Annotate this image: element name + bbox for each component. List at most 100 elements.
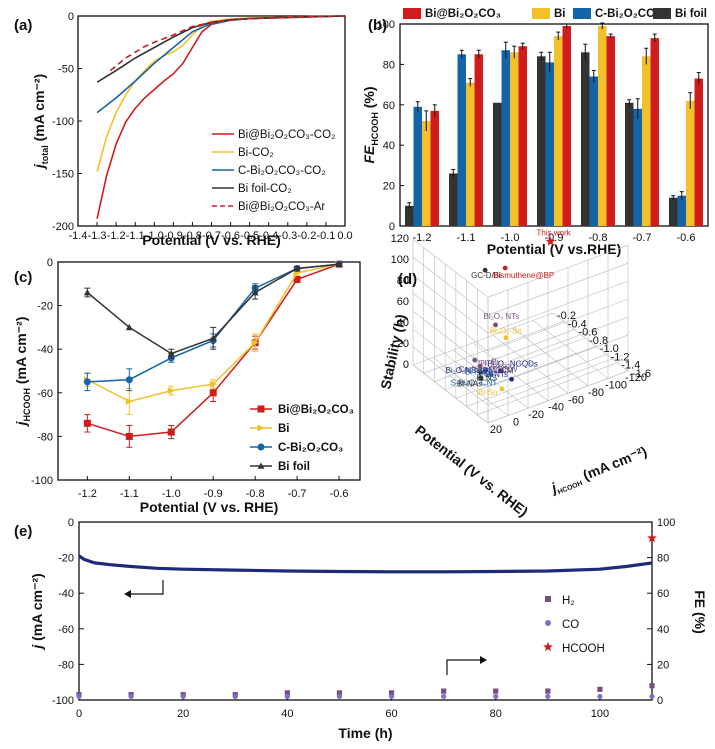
data-point <box>83 378 91 386</box>
y-tick-label: 80 <box>383 59 395 71</box>
data-point <box>597 686 603 692</box>
arrow-right-head <box>480 656 487 664</box>
x-axis-title: Potential (V vs. RHE) <box>140 499 278 515</box>
bar <box>422 120 431 226</box>
bar <box>510 52 519 226</box>
y-tick-label: -50 <box>58 64 74 76</box>
point-label: Bismuthene@BP <box>493 271 554 280</box>
bar <box>449 173 458 226</box>
y2-axis-title: FE (%) <box>692 590 708 634</box>
x-tick-label: -1.2 <box>107 230 126 242</box>
panel-label: (e) <box>14 523 32 540</box>
legend-label: HCOOH <box>562 643 605 655</box>
current-trace <box>78 554 653 574</box>
grid-line <box>412 274 489 334</box>
grid-line <box>412 238 489 298</box>
series-line <box>96 15 346 172</box>
y-tick-label: -100 <box>31 475 53 487</box>
data-point <box>493 688 499 694</box>
legend-label: Bi@Bi₂O₂CO₃ <box>278 404 354 416</box>
y-tick-label: -60 <box>568 394 584 406</box>
y-tick-label: -20 <box>58 553 74 565</box>
grid-line <box>466 354 607 407</box>
point-label: Bi₂O₃ NTs <box>484 312 520 321</box>
grid-line <box>434 329 575 382</box>
data-point <box>478 369 483 375</box>
data-point <box>284 693 290 700</box>
data-point <box>597 693 603 700</box>
x-tick-label: -0.1 <box>316 230 335 242</box>
legend-label: C-Bi₂O₂CO₃-CO₂ <box>238 165 326 177</box>
bar <box>686 100 695 226</box>
data-point <box>545 688 551 694</box>
y2-tick-label: 100 <box>657 517 675 529</box>
grid-line <box>512 327 589 387</box>
series-line <box>96 15 346 83</box>
y-tick-label: -100 <box>605 379 627 391</box>
bar <box>493 102 502 226</box>
x-tick-label: -0.5 <box>240 230 259 242</box>
grid-line <box>412 256 489 316</box>
data-point <box>209 389 217 397</box>
panel-label: (d) <box>398 271 417 288</box>
y2-tick-label: 80 <box>657 553 669 565</box>
data-point <box>83 419 91 427</box>
data-point <box>493 693 499 700</box>
bar <box>545 62 554 226</box>
y-tick-label: -60 <box>37 388 53 400</box>
bar <box>518 46 527 226</box>
bar <box>474 54 483 226</box>
point-label: Bi₂O₃-NGQDs <box>488 360 538 369</box>
series-line <box>96 15 346 114</box>
x-tick-label: -0.4 <box>568 318 587 330</box>
grid-line <box>432 357 509 416</box>
y2-tick-label: 0 <box>657 695 663 707</box>
legend-swatch <box>653 8 671 19</box>
data-point <box>493 322 498 328</box>
data-point <box>488 372 494 378</box>
x-tick-label: -0.9 <box>204 488 223 500</box>
data-point <box>503 335 509 341</box>
grid-line <box>492 335 569 394</box>
y2-tick-label: 20 <box>657 659 669 671</box>
x-tick-label: -1.1 <box>126 230 145 242</box>
bar <box>562 26 571 226</box>
data-point <box>76 693 82 700</box>
x-tick-label: 0 <box>76 708 82 720</box>
y-tick-label: 0 <box>513 417 519 429</box>
grid-line <box>487 262 629 316</box>
grid-line <box>472 342 549 401</box>
x-tick-label: -0.6 <box>578 327 597 339</box>
x-tick-label: -1.4 <box>69 230 88 242</box>
x-tick-label: -1.0 <box>162 488 181 500</box>
data-point <box>649 693 655 700</box>
y-tick-label: 20 <box>383 181 395 193</box>
point-label: GC-D/Bi <box>471 271 501 280</box>
x-tick-label: -0.3 <box>278 230 297 242</box>
grid-line <box>455 345 596 399</box>
x-tick-label: -1.0 <box>501 232 520 244</box>
y-tick-label: -80 <box>58 659 74 671</box>
x-tick-label: -1.1 <box>120 488 139 500</box>
legend-marker <box>257 443 265 451</box>
legend-swatch <box>403 8 421 19</box>
data-point <box>335 260 343 267</box>
grid-line <box>412 364 489 424</box>
grid-line <box>487 280 629 334</box>
y-tick-label: -100 <box>52 695 74 707</box>
z-tick-label: 60 <box>397 296 409 308</box>
data-point <box>293 275 301 283</box>
panel-a: -1.4 -1.3 -1.2 -1.1 -1.0 -0.9 -0.8 -0.7 -0.6 -0.5… <box>14 11 353 248</box>
grid-line <box>487 370 629 424</box>
y-axis-title: j (mA cm⁻²) <box>29 573 45 650</box>
legend-marker <box>545 596 551 602</box>
bar <box>606 36 615 227</box>
z-tick-label: 80 <box>397 275 409 287</box>
grid-line <box>412 312 554 366</box>
grid-line <box>477 362 618 415</box>
y-tick-label: -120 <box>625 372 647 384</box>
data-point <box>502 265 508 271</box>
bar <box>642 56 651 226</box>
data-point <box>472 357 478 363</box>
